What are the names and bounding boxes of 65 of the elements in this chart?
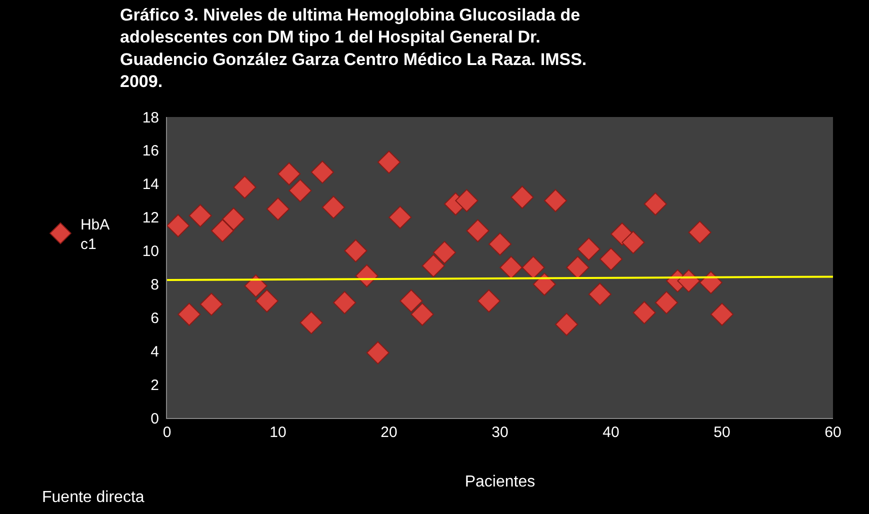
y-tick-label: 16 xyxy=(142,142,159,160)
point xyxy=(200,292,223,316)
point xyxy=(377,150,401,174)
point xyxy=(510,186,534,209)
point xyxy=(477,289,500,312)
point xyxy=(310,160,334,184)
point xyxy=(688,220,712,244)
x-tick-label: 0 xyxy=(162,424,172,441)
x-tick-label: 40 xyxy=(602,424,620,441)
point xyxy=(255,289,278,312)
x-axis-title: Pacientes xyxy=(464,474,536,491)
point xyxy=(333,291,356,314)
point xyxy=(233,176,256,199)
chart-title: Gráfico 3. Niveles de ultima Hemoglobina Glucosilada de adolescentes con DM tipo 1 del Hospital General Dr. Guadencio González Garza Centro Médico La Raza. IMSS. 2009. xyxy=(120,6,587,91)
y-tick-label: 0 xyxy=(150,410,159,428)
point xyxy=(422,254,445,278)
point xyxy=(366,341,390,364)
point xyxy=(654,291,678,314)
point xyxy=(599,248,623,271)
y-tick-label: 8 xyxy=(150,276,159,294)
point xyxy=(566,256,590,280)
point xyxy=(632,301,656,324)
point xyxy=(588,282,612,306)
point xyxy=(577,238,600,261)
point xyxy=(167,214,190,238)
point xyxy=(500,256,523,280)
point xyxy=(522,256,545,280)
y-tick-label: 2 xyxy=(150,376,159,394)
point xyxy=(300,311,323,334)
point xyxy=(400,289,423,312)
point xyxy=(544,189,568,212)
point xyxy=(322,196,346,219)
point xyxy=(178,302,201,326)
point xyxy=(466,219,490,242)
x-tick-label: 60 xyxy=(824,424,842,441)
x-tick-label: 20 xyxy=(380,424,398,441)
y-tick-label: 14 xyxy=(142,176,159,194)
point xyxy=(278,162,301,186)
point xyxy=(555,312,578,336)
point xyxy=(644,192,667,216)
point xyxy=(188,204,212,228)
y-tick-label: 12 xyxy=(142,210,159,227)
point xyxy=(410,302,434,326)
point xyxy=(432,240,456,264)
source-note: Fuente directa xyxy=(42,489,144,506)
point xyxy=(288,179,312,202)
point xyxy=(455,189,478,212)
x-tick-label: 30 xyxy=(492,424,508,441)
point xyxy=(266,197,290,221)
point xyxy=(344,239,368,262)
point xyxy=(532,272,556,296)
x-tick-label: 10 xyxy=(270,424,286,441)
y-tick-label: 6 xyxy=(150,310,159,327)
y-tick-label: 4 xyxy=(150,343,159,360)
point xyxy=(244,274,268,298)
point xyxy=(710,302,734,326)
point xyxy=(222,207,246,231)
point xyxy=(210,219,234,242)
x-tick-label: 50 xyxy=(714,424,730,441)
point xyxy=(488,232,512,256)
y-tick-label: 18 xyxy=(142,109,159,126)
y-tick-label: 10 xyxy=(142,243,159,260)
legend-label: HbA c1 xyxy=(80,216,110,253)
point xyxy=(622,230,645,254)
point xyxy=(388,206,412,229)
